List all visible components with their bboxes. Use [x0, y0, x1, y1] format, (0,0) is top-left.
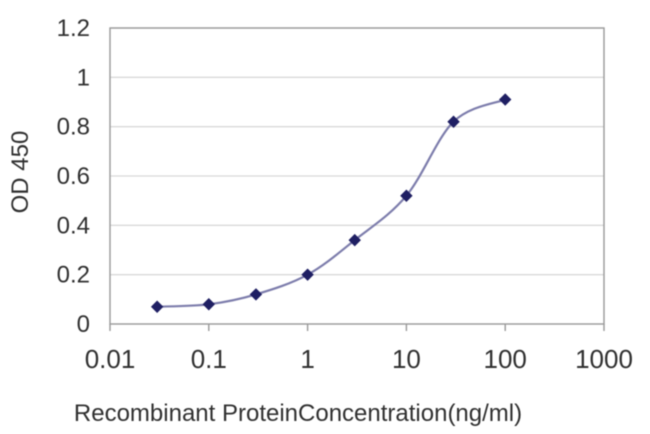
- x-tick-label: 1: [300, 344, 314, 374]
- y-tick-label: 1: [77, 64, 90, 91]
- x-tick-label: 10: [392, 344, 421, 374]
- x-tick-label: 100: [484, 344, 527, 374]
- series-line: [157, 98, 506, 308]
- data-point-marker: [447, 115, 460, 128]
- x-tick-label: 1000: [575, 344, 633, 374]
- y-tick-label: 1.2: [57, 15, 90, 42]
- data-point-marker: [348, 233, 361, 247]
- data-point-marker: [400, 189, 413, 202]
- y-tick-label: 0.2: [57, 262, 90, 289]
- y-tick-label: 0.6: [57, 163, 90, 190]
- data-point-marker: [150, 300, 164, 313]
- y-tick-label: 0: [77, 311, 90, 338]
- data-point-marker: [301, 268, 314, 281]
- data-point-marker: [202, 298, 216, 311]
- y-tick-label: 0.4: [57, 212, 90, 239]
- data-point-marker: [249, 288, 263, 301]
- y-axis-title: OD 450: [7, 130, 34, 214]
- y-tick-label: 0.8: [57, 114, 90, 141]
- plot-border: [109, 27, 605, 325]
- data-point-marker: [498, 93, 512, 106]
- x-tick-label: 0.01: [85, 344, 136, 374]
- x-axis-title: Recombinant ProteinConcentration(ng/ml): [73, 400, 523, 427]
- x-tick-label: 0.1: [191, 344, 227, 374]
